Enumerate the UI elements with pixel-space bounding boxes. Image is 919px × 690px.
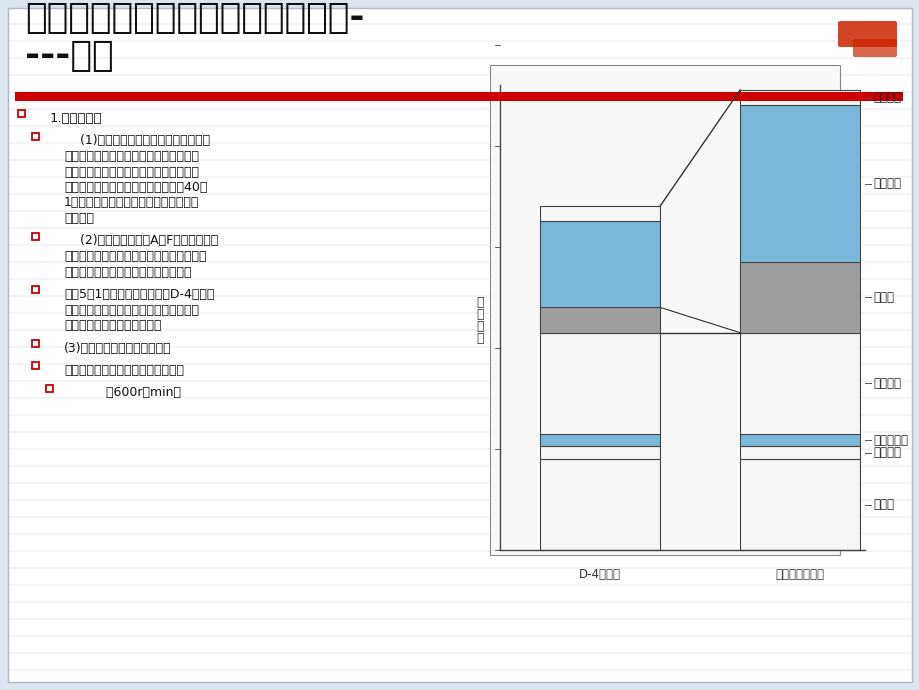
Bar [739,90,859,105]
Bar [739,262,859,333]
Bar [739,434,859,446]
Text: 热: 热 [476,319,483,333]
Bar [539,434,659,446]
Text: 冷却损失: 冷却损失 [872,177,900,190]
Text: 产: 产 [476,295,483,308]
Text: (1)低负荷时，层状气体分布，燃料被: (1)低负荷时，层状气体分布，燃料被 [64,135,210,148]
Bar [46,384,53,391]
Text: 1.省油的原因: 1.省油的原因 [50,112,103,125]
Bar [539,221,659,307]
Bar [539,333,659,434]
Bar [539,459,659,550]
Bar [739,105,859,262]
Bar [539,446,659,459]
Bar [32,362,39,369]
Bar [539,206,659,221]
Text: 其他损失: 其他损失 [872,91,900,104]
Text: 泵损失: 泵损失 [872,290,893,304]
Text: 如图5．1所示为丰田汽车公司D-4缸内汽: 如图5．1所示为丰田汽车公司D-4缸内汽 [64,288,214,301]
Text: 进气涡流及活塞顶部的球形曲面保持在火: 进气涡流及活塞顶部的球形曲面保持在火 [64,150,199,163]
Text: ---省油: ---省油 [25,39,114,73]
Bar [15,92,902,101]
Text: 量: 量 [476,331,483,344]
Text: 泵损失及冷却损失间的差异。: 泵损失及冷却损失间的差异。 [64,319,162,332]
Bar [739,333,859,434]
Bar [32,286,39,293]
Text: 为600r／min。: 为600r／min。 [78,386,181,400]
Text: 摩擦损失: 摩擦损失 [872,446,900,459]
Text: 排气损失: 排气损失 [872,377,900,390]
Text: 油效果。: 油效果。 [64,212,94,225]
Bar [18,110,25,117]
Text: 净损失: 净损失 [872,498,893,511]
FancyBboxPatch shape [837,21,896,47]
Bar [32,339,39,346]
Text: 周围则为空气层，整个燃烧室内成为40：: 周围则为空气层，整个燃烧室内成为40： [64,181,207,194]
Text: 油直接喷射发动机，与一般喷射发动机在: 油直接喷射发动机，与一般喷射发动机在 [64,304,199,317]
Text: 故进排气的泵损失少，即气体交换损失少；: 故进排气的泵损失少，即气体交换损失少； [64,250,206,263]
Text: 生: 生 [476,308,483,320]
Bar [739,446,859,459]
Text: 一、缸内汽油直接喷射发动机优点-: 一、缸内汽油直接喷射发动机优点- [25,1,364,35]
Bar [32,233,39,239]
Text: (2)低负荷时，由于A／F比超稀薄化，: (2)低负荷时，由于A／F比超稀薄化， [64,235,218,248]
Bar [739,459,859,550]
Bar [490,65,839,555]
Text: 1的超稀薄空燃比仍能稳定燃烧，达到省: 1的超稀薄空燃比仍能稳定燃烧，达到省 [64,197,199,210]
Bar [32,132,39,139]
Text: 且因燃料吸温冷却效果，冷却损失少，: 且因燃料吸温冷却效果，冷却损失少， [64,266,191,279]
FancyBboxPatch shape [852,39,896,57]
Text: 花塞附近，是易于点燃的最佳混合气，而: 花塞附近，是易于点燃的最佳混合气，而 [64,166,199,179]
Text: D-4发动机: D-4发动机 [578,568,620,581]
Text: (3)怠速转速可设定在较低值，: (3)怠速转速可设定在较低值， [64,342,172,355]
Text: 一般喷射发动机: 一般喷射发动机 [775,568,823,581]
Bar [539,307,659,333]
Text: 例如三菱汽车的设备接口发动机怠速: 例如三菱汽车的设备接口发动机怠速 [64,364,184,377]
Text: 未燃烧损失: 未燃烧损失 [872,433,907,446]
